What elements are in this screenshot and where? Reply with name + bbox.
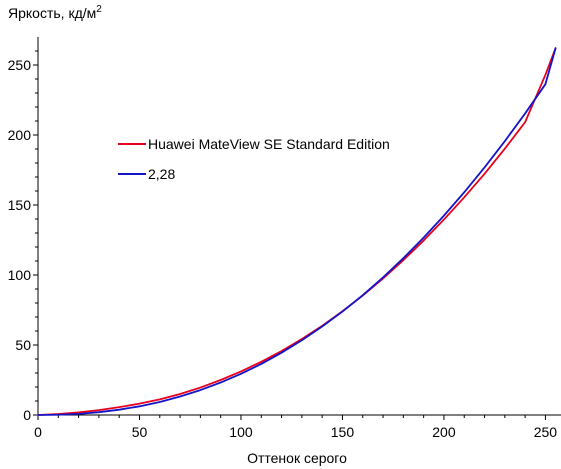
legend: Huawei MateView SE Standard Edition 2,28	[118, 136, 390, 182]
legend-label-2: 2,28	[148, 166, 175, 182]
y-axis-label-superscript: 2	[96, 4, 102, 15]
x-tick-label: 200	[432, 424, 456, 440]
y-axis-label: Яркость, кд/м2	[8, 4, 102, 21]
axes	[37, 37, 561, 416]
y-tick-label: 150	[8, 197, 32, 213]
y-tick-label: 200	[8, 127, 32, 143]
y-tick-label: 100	[8, 267, 32, 283]
x-tick-label: 50	[132, 424, 148, 440]
series-line-1	[37, 47, 557, 416]
legend-label-1: Huawei MateView SE Standard Edition	[148, 136, 390, 152]
x-tick-label: 150	[331, 424, 355, 440]
y-axis-ticks: 0 50 100 150 200 250	[8, 50, 38, 423]
x-tick-label: 100	[229, 424, 253, 440]
series-line-2	[37, 47, 557, 416]
series-lines	[37, 47, 557, 416]
x-axis-ticks: 0 50 100 150 200 250	[34, 415, 557, 440]
x-tick-label: 0	[34, 424, 42, 440]
y-axis-label-text: Яркость, кд/м	[8, 5, 96, 21]
x-tick-label: 250	[534, 424, 558, 440]
x-axis-label: Оттенок серого	[247, 450, 347, 466]
y-tick-label: 250	[8, 57, 32, 73]
y-tick-label: 50	[15, 337, 31, 353]
y-tick-label: 0	[23, 407, 31, 423]
